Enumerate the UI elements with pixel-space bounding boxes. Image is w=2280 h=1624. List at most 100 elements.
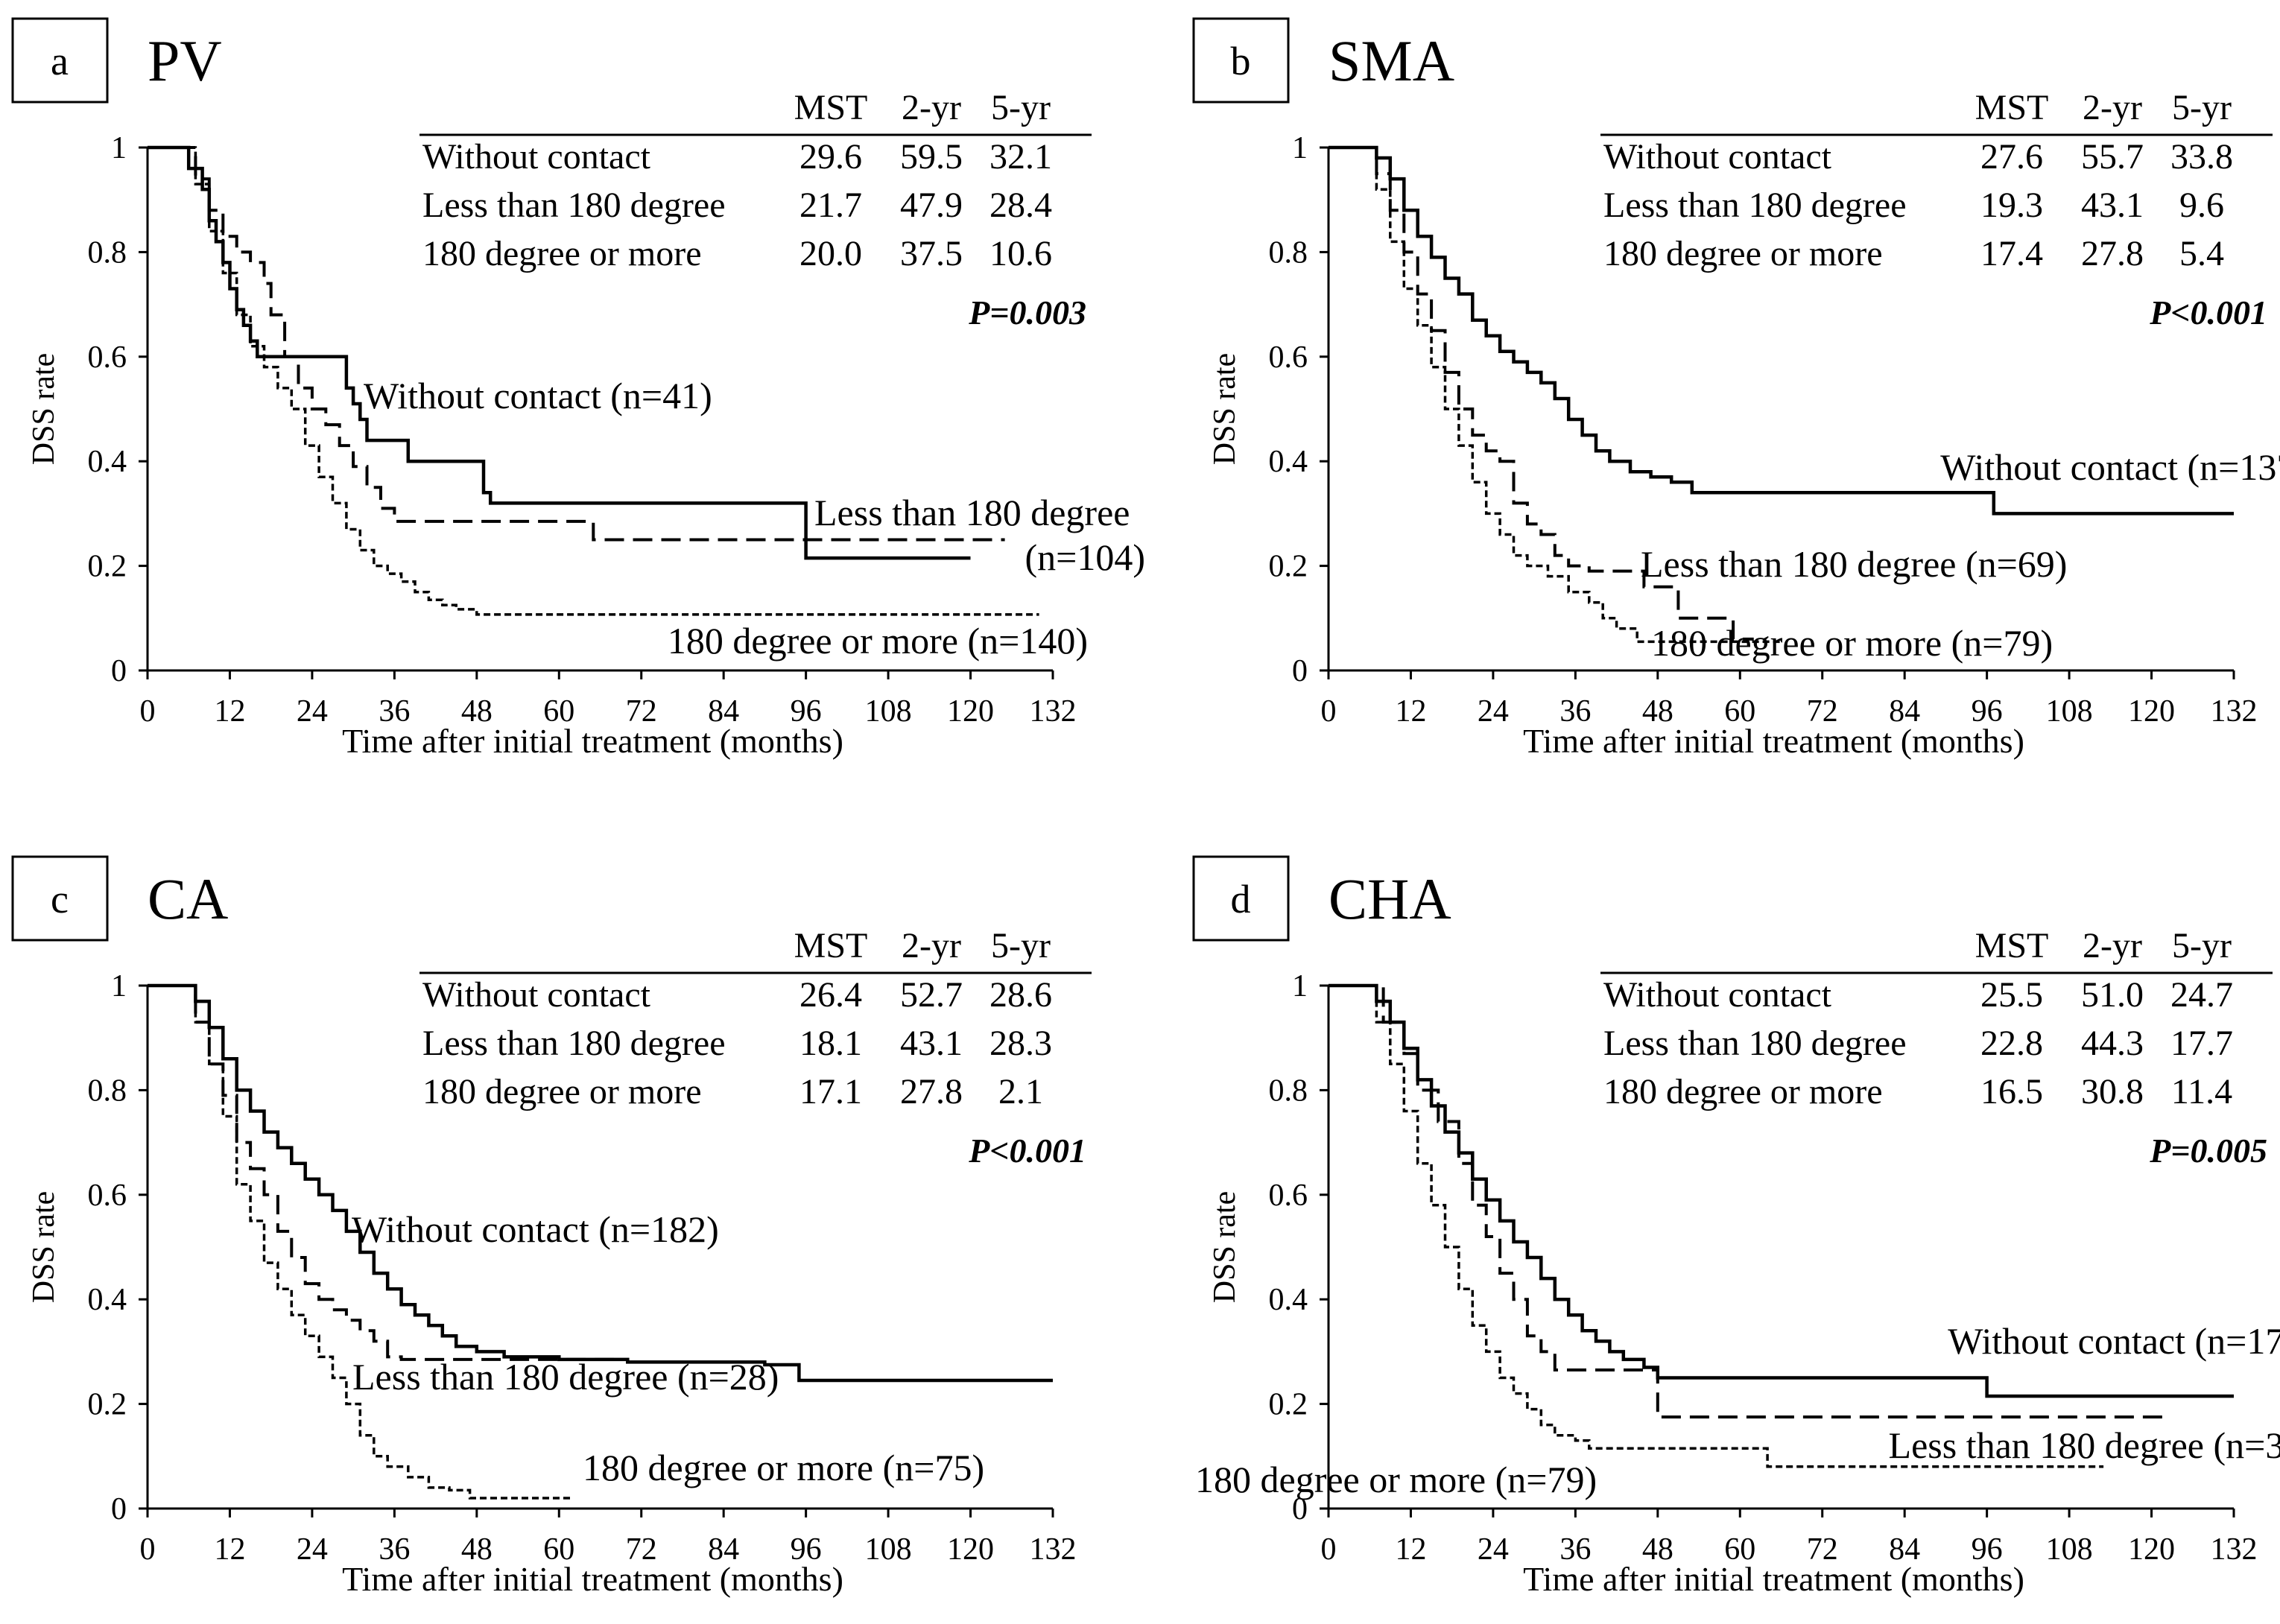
table-cell: 30.8: [2081, 1072, 2144, 1111]
y-tick-label: 0.8: [1269, 235, 1308, 270]
x-tick-label: 24: [1478, 694, 1509, 729]
table-cell: 33.8: [2170, 137, 2233, 177]
table-row-label: Without contact: [1603, 975, 1832, 1015]
table-cell: 9.6: [2179, 185, 2224, 225]
x-tick-label: 0: [1321, 694, 1337, 729]
table-row-label: Less than 180 degree: [1603, 185, 1907, 225]
y-tick-label: 0: [111, 654, 127, 688]
panel-letter: c: [51, 877, 69, 922]
km-curve-dash: [1329, 984, 2165, 1419]
table-row-label: 180 degree or more: [422, 1072, 702, 1111]
table-cell: 55.7: [2081, 137, 2144, 177]
table-header: 5-yr: [2172, 926, 2232, 965]
x-tick-label: 12: [214, 1532, 245, 1567]
curve-annotation: 180 degree or more (n=79): [1651, 622, 2053, 664]
table-cell: 43.1: [2081, 185, 2144, 225]
table-cell: 37.5: [900, 234, 963, 273]
x-tick-label: 84: [708, 694, 739, 729]
curve-annotation: Less than 180 degree (n=28): [352, 1356, 779, 1398]
table-cell: 32.1: [989, 137, 1052, 177]
x-tick-label: 120: [947, 1532, 994, 1567]
km-curve-dot: [148, 146, 1039, 616]
x-tick-label: 72: [626, 694, 657, 729]
x-tick-label: 60: [1724, 1532, 1755, 1567]
x-tick-label: 96: [791, 1532, 822, 1567]
x-tick-label: 132: [1030, 694, 1077, 729]
y-tick-label: 0.8: [88, 1073, 127, 1108]
table-cell: 24.7: [2170, 975, 2233, 1015]
x-tick-label: 60: [543, 694, 574, 729]
y-tick-label: 0: [111, 1492, 127, 1526]
table-cell: 27.8: [900, 1072, 963, 1111]
x-tick-label: 84: [708, 1532, 739, 1567]
x-tick-label: 132: [2211, 694, 2258, 729]
table-header: 2-yr: [902, 88, 961, 127]
y-tick-label: 0.4: [1269, 1283, 1308, 1317]
table-header: 2-yr: [902, 926, 961, 965]
table-cell: 28.3: [989, 1024, 1052, 1063]
table-cell: 5.4: [2179, 234, 2224, 273]
y-tick-label: 0.6: [88, 1179, 127, 1213]
x-tick-label: 96: [1972, 1532, 2003, 1567]
x-axis-label: Time after initial treatment (months): [342, 722, 843, 760]
y-tick-label: 0: [1292, 654, 1308, 688]
y-tick-label: 0.4: [88, 445, 127, 479]
table-cell: 28.4: [989, 185, 1052, 225]
panel-d: d CHA 0 0.2 0.4 0.6 0.8 1 0 12 24 36 48 60 72 84 96 108 12…: [1192, 855, 2280, 1598]
curve-annotation: Without contact (n=175): [1948, 1320, 2280, 1362]
table-cell: 43.1: [900, 1024, 963, 1063]
table-header: 2-yr: [2083, 926, 2142, 965]
table-cell: 51.0: [2081, 975, 2144, 1015]
x-tick-label: 72: [626, 1532, 657, 1567]
y-tick-label: 0.4: [88, 1283, 127, 1317]
x-tick-label: 84: [1889, 1532, 1920, 1567]
y-tick-label: 0.6: [88, 340, 127, 375]
x-axis-label: Time after initial treatment (months): [1523, 1560, 2024, 1598]
table-row-label: 180 degree or more: [422, 234, 702, 273]
table-cell: 25.5: [1980, 975, 2043, 1015]
y-tick-label: 1: [1292, 131, 1308, 165]
table-cell: 52.7: [900, 975, 963, 1015]
table-cell: 22.8: [1980, 1024, 2043, 1063]
table-row-label: 180 degree or more: [1603, 1072, 1883, 1111]
curve-annotation: 180 degree or more (n=75): [583, 1447, 984, 1488]
x-tick-label: 12: [1395, 1532, 1426, 1567]
km-curve-dash: [1329, 146, 1754, 641]
table-cell: 26.4: [799, 975, 862, 1015]
table-cell: 16.5: [1980, 1072, 2043, 1111]
table-cell: 2.1: [998, 1072, 1043, 1111]
p-value: P=0.005: [2149, 1132, 2267, 1170]
km-curve-dot: [1329, 984, 2104, 1468]
table-cell: 10.6: [989, 234, 1052, 273]
x-axis-label: Time after initial treatment (months): [1523, 722, 2024, 760]
table-header: 5-yr: [991, 88, 1051, 127]
x-tick-label: 132: [1030, 1532, 1077, 1567]
x-tick-label: 120: [2128, 1532, 2175, 1567]
curve-annotation: Less than 180 degree (n=31): [1889, 1424, 2280, 1466]
table-cell: 44.3: [2081, 1024, 2144, 1063]
table-row-label: Less than 180 degree: [422, 1024, 726, 1063]
table-cell: 27.6: [1980, 137, 2043, 177]
y-axis-label: DSS rate: [1208, 353, 1242, 466]
x-tick-label: 120: [947, 694, 994, 729]
p-value: P<0.001: [2149, 294, 2267, 332]
y-tick-label: 0.2: [1269, 1388, 1308, 1422]
km-curve-solid: [1329, 983, 2234, 1398]
x-tick-label: 108: [2046, 694, 2093, 729]
x-tick-label: 24: [1478, 1532, 1509, 1567]
table-cell: 17.7: [2170, 1024, 2233, 1063]
x-tick-label: 108: [865, 694, 912, 729]
panel-letter-box: [11, 855, 109, 942]
curve-annotation: 180 degree or more (n=79): [1195, 1459, 1597, 1500]
x-tick-label: 96: [1972, 694, 2003, 729]
panel-letter-box: [11, 17, 109, 104]
x-tick-label: 0: [140, 1532, 156, 1567]
y-tick-label: 0: [1292, 1492, 1308, 1526]
table-cell: 21.7: [799, 185, 862, 225]
panel-title: CHA: [1329, 866, 1451, 931]
curve-annotation: 180 degree or more (n=140): [668, 620, 1088, 662]
panel-a: a PV 0 0.2 0.4 0.6 0.8 1 0 12 24 36 48 60 72 84 96 108 120…: [11, 17, 1145, 760]
panel-title: PV: [148, 28, 222, 93]
x-tick-label: 12: [214, 694, 245, 729]
